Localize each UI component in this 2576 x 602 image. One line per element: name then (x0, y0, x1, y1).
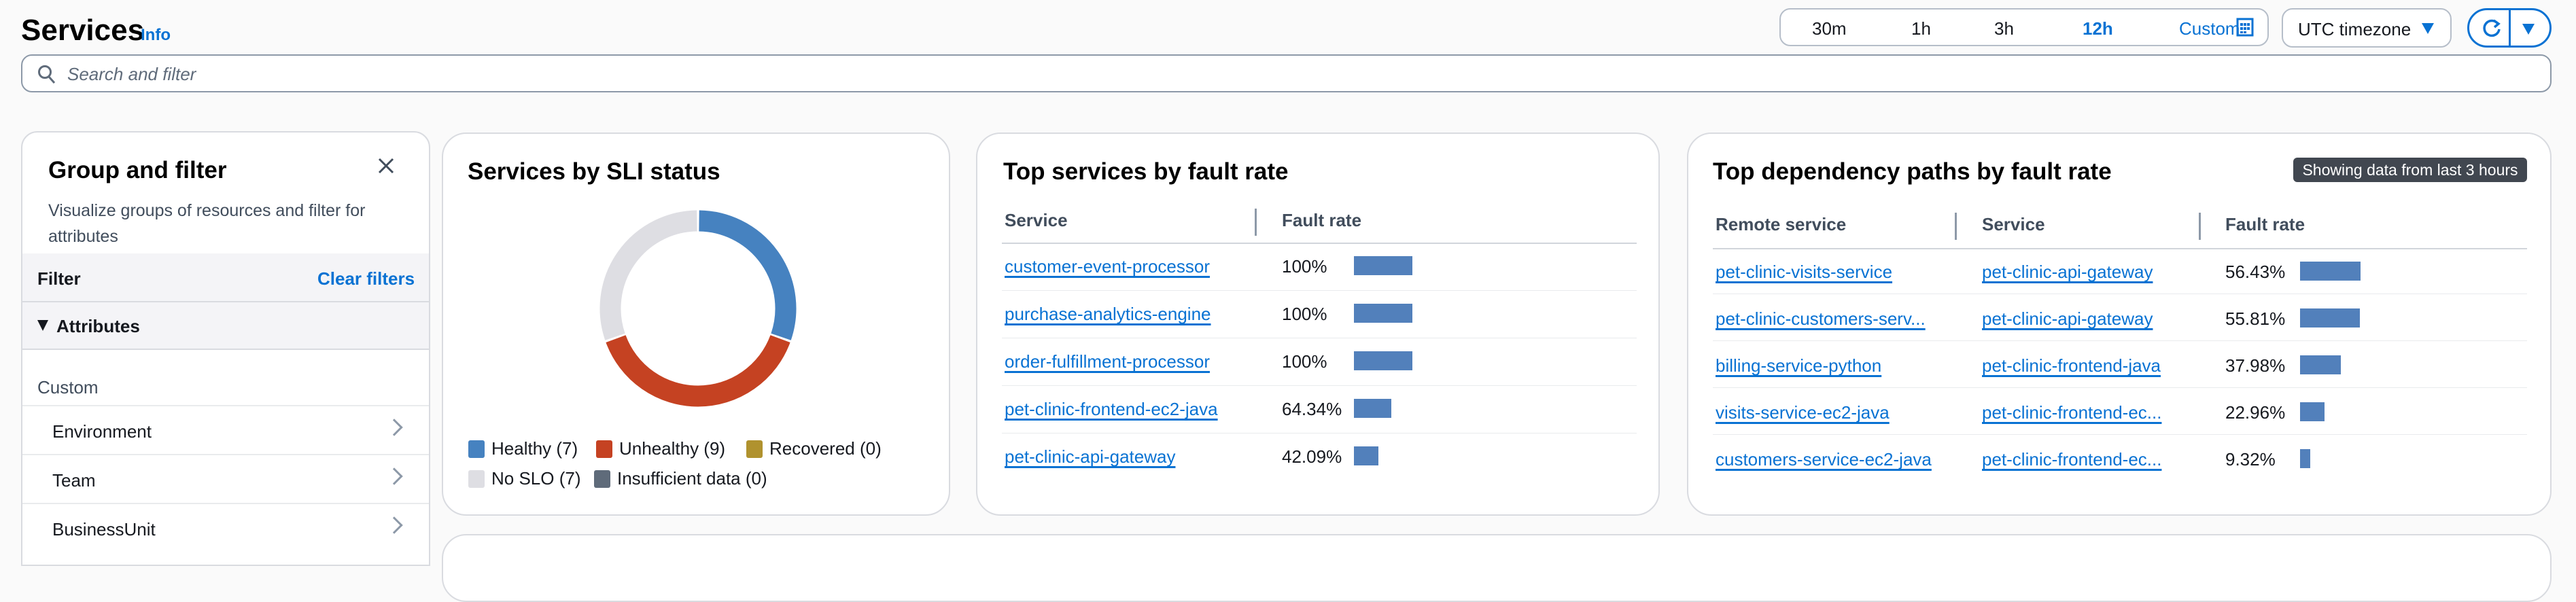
time-option-custom[interactable]: Custom (2179, 18, 2240, 39)
fault-rate-bar (1354, 399, 1392, 418)
donut-slice-unhealthy[interactable] (606, 335, 790, 407)
service-link[interactable]: pet-clinic-frontend-java (1982, 355, 2161, 376)
fault-rate-value: 56.43% (2225, 262, 2286, 282)
filter-label: Filter (37, 268, 81, 289)
legend-unhealthy: Unhealthy (9) (596, 438, 725, 459)
info-link[interactable]: Info (141, 26, 171, 44)
fault-rate-value: 42.09% (1282, 446, 1342, 467)
card-title: Top dependency paths by fault rate (1713, 158, 2112, 185)
fault-rate-bar (2300, 402, 2325, 421)
caret-down-icon (2422, 23, 2434, 34)
remote-service-link[interactable]: visits-service-ec2-java (1716, 402, 1890, 423)
card-title: Services by SLI status (468, 158, 720, 185)
service-link[interactable]: pet-clinic-api-gateway (1982, 262, 2153, 282)
service-link[interactable]: purchase-analytics-engine (1005, 304, 1211, 324)
remote-service-link[interactable]: billing-service-python (1716, 355, 1882, 376)
remote-service-link[interactable]: customers-service-ec2-java (1716, 449, 1932, 470)
sli-donut-chart (599, 210, 797, 407)
time-range-selector[interactable]: 30m 1h 3h 12h Custom (1779, 8, 2269, 46)
refresh-options-caret-icon[interactable] (2522, 24, 2535, 35)
service-link[interactable]: pet-clinic-frontend-ec... (1982, 402, 2162, 423)
fault-rate-value: 55.81% (2225, 308, 2286, 329)
chevron-right-icon (385, 419, 403, 436)
service-link[interactable]: order-fulfillment-processor (1005, 351, 1210, 372)
time-option-1h[interactable]: 1h (1911, 18, 1931, 39)
fault-rate-value: 64.34% (1282, 399, 1342, 419)
attribute-item-team[interactable]: Team (22, 454, 429, 503)
fault-rate-value: 100% (1282, 304, 1327, 324)
remote-service-link[interactable]: pet-clinic-customers-serv... (1716, 308, 1926, 329)
search-input[interactable]: Search and filter (21, 54, 2552, 92)
fault-rate-value: 37.98% (2225, 355, 2286, 376)
attributes-section-toggle[interactable]: Attributes (22, 302, 429, 350)
time-option-3h[interactable]: 3h (1994, 18, 2014, 39)
page-title: Services (21, 14, 145, 47)
service-link[interactable]: pet-clinic-frontend-ec... (1982, 449, 2162, 470)
group-filter-panel: Group and filter Visualize groups of res… (21, 131, 430, 566)
top-dependency-paths-card: Top dependency paths by fault rate Showi… (1687, 132, 2552, 516)
panel-title: Group and filter (48, 157, 227, 183)
clear-filters-link[interactable]: Clear filters (317, 268, 415, 289)
chevron-right-icon (385, 516, 403, 534)
time-option-30m[interactable]: 30m (1812, 18, 1847, 39)
fault-rate-bar (2300, 355, 2341, 374)
service-link[interactable]: pet-clinic-api-gateway (1982, 308, 2153, 329)
chevron-right-icon (385, 467, 403, 485)
bottom-card (442, 534, 2552, 602)
column-header-service: Service (1005, 210, 1068, 230)
refresh-button-group[interactable] (2467, 8, 2552, 48)
attribute-item-environment[interactable]: Environment (22, 405, 429, 454)
fault-rate-bar (2300, 449, 2310, 468)
sli-status-card: Services by SLI status Healthy (7) Unhea… (442, 132, 950, 516)
legend-recovered: Recovered (0) (746, 438, 882, 459)
fault-rate-value: 22.96% (2225, 402, 2286, 423)
top-services-card: Top services by fault rate Service Fault… (976, 132, 1660, 516)
time-option-12h[interactable]: 12h (2083, 18, 2113, 39)
search-icon (38, 65, 56, 84)
column-header-remote-service: Remote service (1716, 214, 1847, 234)
fault-rate-value: 9.32% (2225, 449, 2276, 470)
donut-slice-no-slo[interactable] (599, 210, 697, 340)
attribute-item-businessunit[interactable]: BusinessUnit (22, 503, 429, 552)
data-range-badge: Showing data from last 3 hours (2293, 158, 2527, 182)
timezone-label: UTC timezone (2298, 19, 2412, 39)
card-title: Top services by fault rate (1003, 158, 1289, 185)
fault-rate-bar (2300, 262, 2361, 281)
legend-insufficient-data: Insufficient data (0) (594, 468, 767, 489)
close-icon[interactable] (377, 157, 395, 175)
remote-service-link[interactable]: pet-clinic-visits-service (1716, 262, 1893, 282)
column-header-fault-rate: Fault rate (2225, 214, 2305, 234)
calendar-icon (2236, 18, 2254, 37)
legend-no-slo: No SLO (7) (468, 468, 581, 489)
service-link[interactable]: customer-event-processor (1005, 256, 1210, 277)
legend-healthy: Healthy (7) (468, 438, 578, 459)
refresh-icon[interactable] (2482, 18, 2502, 39)
fault-rate-bar (1354, 351, 1412, 370)
column-header-fault-rate: Fault rate (1282, 210, 1362, 230)
custom-label: Custom (37, 377, 99, 397)
panel-description: Visualize groups of resources and filter… (48, 201, 366, 246)
fault-rate-bar (1354, 256, 1412, 275)
fault-rate-value: 100% (1282, 351, 1327, 372)
service-link[interactable]: pet-clinic-frontend-ec2-java (1005, 399, 1218, 419)
fault-rate-value: 100% (1282, 256, 1327, 277)
fault-rate-bar (1354, 446, 1379, 465)
donut-slice-healthy[interactable] (699, 210, 797, 340)
service-link[interactable]: pet-clinic-api-gateway (1005, 446, 1176, 467)
column-header-service: Service (1982, 214, 2045, 234)
fault-rate-bar (2300, 308, 2361, 327)
caret-down-icon (37, 320, 48, 331)
fault-rate-bar (1354, 304, 1412, 323)
search-placeholder: Search and filter (67, 64, 196, 84)
timezone-select[interactable]: UTC timezone (2282, 8, 2452, 48)
